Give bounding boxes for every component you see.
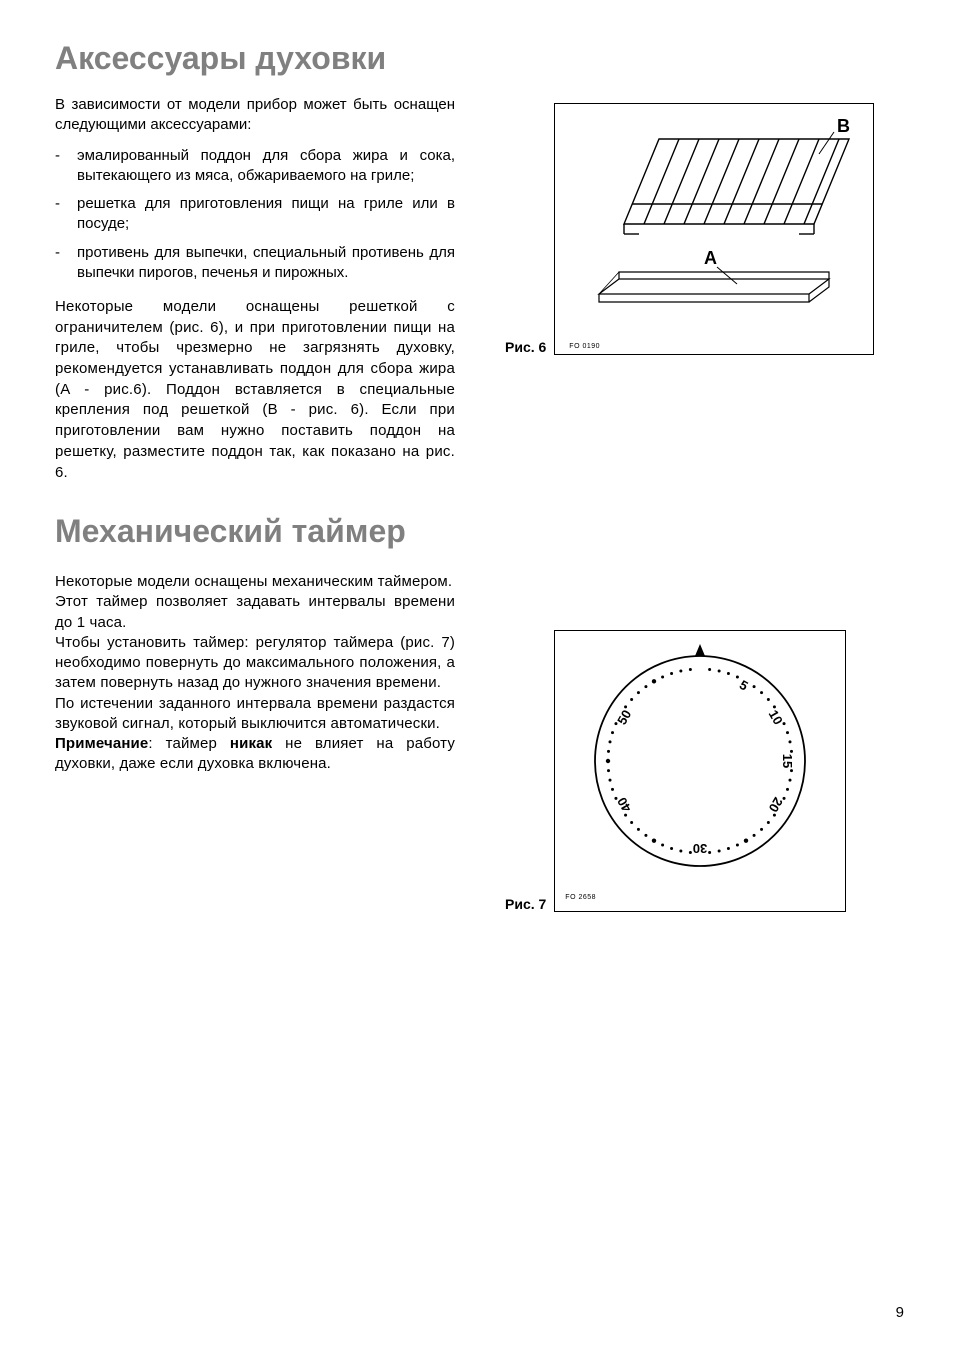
column-left-1: В зависимости от модели прибор может быт…	[55, 95, 455, 483]
two-column-layout-2: Некоторые модели оснащены механическим т…	[55, 572, 904, 912]
accessory-list: эмалированный поддон для сбора жира и со…	[55, 146, 455, 284]
svg-text:5: 5	[737, 677, 751, 694]
intro-paragraph: В зависимости от модели прибор может быт…	[55, 95, 455, 136]
list-item: эмалированный поддон для сбора жира и со…	[55, 146, 455, 187]
marker-b-label: B	[837, 116, 850, 136]
figure-6-code: FO 0190	[569, 343, 859, 350]
two-column-layout-1: В зависимости от модели прибор может быт…	[55, 95, 904, 483]
page-number: 9	[896, 1304, 904, 1321]
figure-7-code: FO 2658	[565, 894, 835, 901]
timer-paragraph-2: Этот таймер позволяет задавать интервалы…	[55, 592, 455, 633]
figure-6-box: A B FO 0190	[554, 103, 874, 355]
marker-a-label: A	[704, 248, 717, 268]
timer-paragraph-4: По истечении заданного интервала времени…	[55, 694, 455, 735]
figure-6-wrapper: Рис. 6	[505, 103, 904, 355]
section-timer: Механический таймер Некоторые модели осн…	[55, 513, 904, 912]
section-accessories: Аксессуары духовки В зависимости от моде…	[55, 40, 904, 483]
timer-paragraph-1: Некоторые модели оснащены механическим т…	[55, 572, 455, 592]
timer-dial-icon: 5101520304050	[565, 641, 835, 891]
note-label: Примечание	[55, 735, 148, 752]
figure-7-wrapper: Рис. 7 5101520304050 FO 2658	[505, 630, 904, 912]
column-right-1: Рис. 6	[505, 95, 904, 483]
figure-7-label: Рис. 7	[505, 896, 546, 912]
note-emphasis: никак	[230, 735, 272, 752]
column-right-2: Рис. 7 5101520304050 FO 2658	[505, 572, 904, 912]
timer-paragraph-3: Чтобы установить таймер: регулятор тайме…	[55, 633, 455, 694]
list-item: решетка для приготовления пищи на гриле …	[55, 194, 455, 235]
svg-text:30: 30	[693, 841, 707, 856]
oven-rack-diagram-icon: A B	[569, 114, 859, 334]
svg-text:15: 15	[780, 754, 795, 768]
heading-timer: Механический таймер	[55, 513, 904, 550]
figure-7-box: 5101520304050 FO 2658	[554, 630, 846, 912]
list-item: противень для выпечки, специальный проти…	[55, 243, 455, 284]
column-left-2: Некоторые модели оснащены механическим т…	[55, 572, 455, 912]
figure-6-label: Рис. 6	[505, 339, 546, 355]
body-paragraph: Некоторые модели оснащены решеткой с огр…	[55, 297, 455, 483]
timer-note: Примечание: таймер никак не влияет на ра…	[55, 734, 455, 775]
heading-accessories: Аксессуары духовки	[55, 40, 904, 77]
